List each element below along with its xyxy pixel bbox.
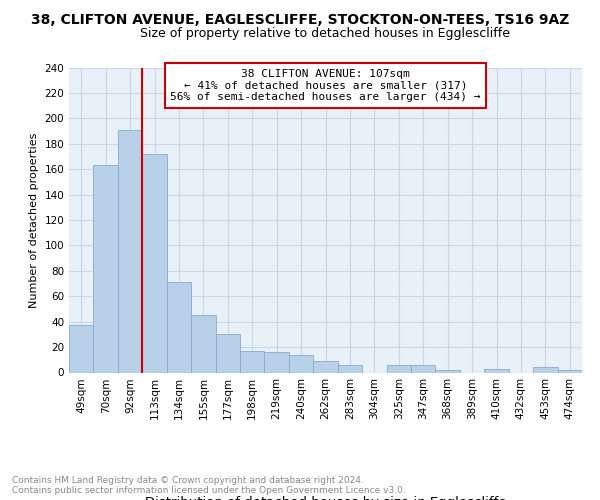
Bar [118,130,142,372]
Text: 38, CLIFTON AVENUE, EAGLESCLIFFE, STOCKTON-ON-TEES, TS16 9AZ: 38, CLIFTON AVENUE, EAGLESCLIFFE, STOCKT… [31,12,569,26]
Text: Contains HM Land Registry data © Crown copyright and database right 2024.
Contai: Contains HM Land Registry data © Crown c… [12,476,406,495]
Bar [191,316,215,372]
Bar [94,166,118,372]
Bar [265,352,289,372]
Bar [215,334,240,372]
Bar [557,370,582,372]
Bar [289,354,313,372]
Y-axis label: Number of detached properties: Number of detached properties [29,132,39,308]
Bar [313,361,338,372]
Bar [338,365,362,372]
Bar [436,370,460,372]
Bar [411,365,436,372]
Bar [240,351,265,372]
X-axis label: Distribution of detached houses by size in Egglescliffe: Distribution of detached houses by size … [145,496,506,500]
Bar [533,368,557,372]
Bar [142,154,167,372]
Bar [69,326,94,372]
Bar [386,365,411,372]
Bar [167,282,191,372]
Title: Size of property relative to detached houses in Egglescliffe: Size of property relative to detached ho… [140,27,511,40]
Bar [484,368,509,372]
Text: 38 CLIFTON AVENUE: 107sqm
← 41% of detached houses are smaller (317)
56% of semi: 38 CLIFTON AVENUE: 107sqm ← 41% of detac… [170,69,481,102]
